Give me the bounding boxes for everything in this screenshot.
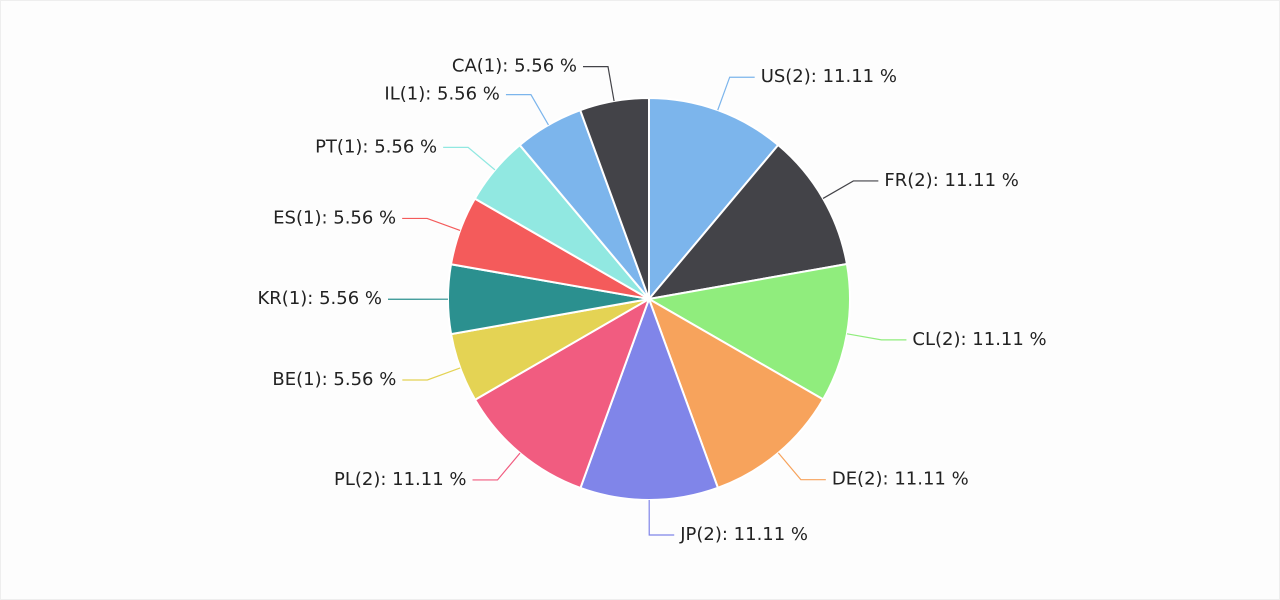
pie-slice — [648, 96, 780, 302]
connector — [822, 180, 879, 199]
data-label: CA(1): 5.56 % — [452, 56, 577, 77]
data-label: US(2): 11.11 % — [761, 66, 897, 87]
data-label: ES(1): 5.56 % — [273, 207, 396, 228]
data-label: CL(2): 11.11 % — [912, 329, 1046, 350]
connector — [402, 217, 461, 231]
connector — [846, 333, 907, 341]
data-label: PL(2): 11.11 % — [334, 469, 467, 490]
connector — [472, 452, 521, 481]
connector — [505, 94, 549, 126]
data-label: JP(2): 11.11 % — [679, 524, 808, 545]
data-label: BE(1): 5.56 % — [272, 369, 396, 390]
connector — [648, 499, 675, 536]
connector — [777, 452, 826, 481]
connector — [582, 65, 615, 102]
connector — [717, 76, 755, 111]
data-label: KR(1): 5.56 % — [258, 288, 383, 309]
connector — [402, 367, 461, 381]
data-label: FR(2): 11.11 % — [884, 170, 1019, 191]
data-label: IL(1): 5.56 % — [384, 84, 500, 105]
data-label: DE(2): 11.11 % — [832, 469, 969, 490]
data-label: PT(1): 5.56 % — [315, 136, 437, 157]
connector — [443, 146, 496, 171]
